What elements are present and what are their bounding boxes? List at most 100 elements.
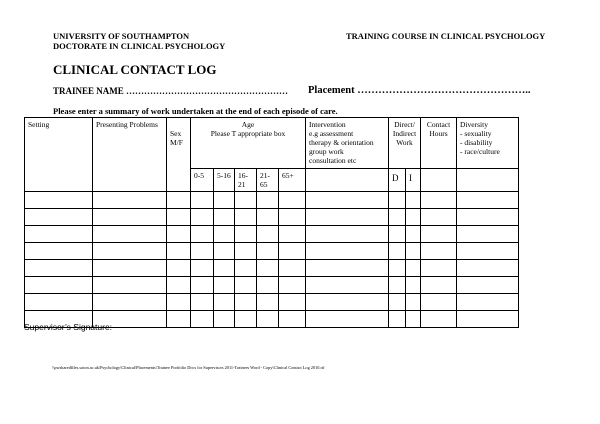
log-entry-cell[interactable] <box>213 242 235 260</box>
log-entry-cell[interactable] <box>305 259 390 277</box>
log-entry-cell[interactable] <box>92 208 167 226</box>
log-entry-cell[interactable] <box>190 293 214 311</box>
log-entry-cell[interactable] <box>277 276 307 294</box>
log-entry-cell[interactable] <box>166 259 191 277</box>
log-entry-cell[interactable] <box>24 208 93 226</box>
log-entry-cell[interactable] <box>92 191 167 209</box>
log-entry-cell[interactable] <box>456 276 520 294</box>
log-entry-cell[interactable] <box>234 276 257 294</box>
log-entry-cell[interactable] <box>420 191 458 209</box>
log-entry-cell[interactable] <box>405 242 422 260</box>
log-entry-cell[interactable] <box>213 208 235 226</box>
log-entry-cell[interactable] <box>190 208 214 226</box>
log-entry-cell[interactable] <box>213 259 235 277</box>
log-entry-cell[interactable] <box>92 259 167 277</box>
log-entry-cell[interactable] <box>388 293 407 311</box>
log-entry-cell[interactable] <box>277 242 307 260</box>
log-entry-cell[interactable] <box>305 191 390 209</box>
log-entry-cell[interactable] <box>420 208 458 226</box>
log-entry-cell[interactable] <box>92 242 167 260</box>
log-entry-cell[interactable] <box>256 208 279 226</box>
log-entry-cell[interactable] <box>277 225 307 243</box>
log-entry-cell[interactable] <box>24 259 93 277</box>
log-entry-cell[interactable] <box>405 191 422 209</box>
log-entry-cell[interactable] <box>405 276 422 294</box>
log-entry-cell[interactable] <box>24 242 93 260</box>
log-entry-cell[interactable] <box>190 242 214 260</box>
log-entry-cell[interactable] <box>305 293 390 311</box>
log-entry-cell[interactable] <box>166 191 191 209</box>
log-entry-cell[interactable] <box>277 191 307 209</box>
log-entry-cell[interactable] <box>256 259 279 277</box>
log-entry-cell[interactable] <box>190 276 214 294</box>
log-entry-cell[interactable] <box>213 310 235 328</box>
log-entry-cell[interactable] <box>405 310 422 328</box>
log-entry-cell[interactable] <box>213 225 235 243</box>
log-entry-cell[interactable] <box>277 293 307 311</box>
log-entry-cell[interactable] <box>234 259 257 277</box>
log-entry-cell[interactable] <box>234 293 257 311</box>
log-entry-cell[interactable] <box>213 191 235 209</box>
log-entry-cell[interactable] <box>256 191 279 209</box>
log-entry-cell[interactable] <box>405 293 422 311</box>
placement-field[interactable]: Placement ………………………………………….. <box>308 85 531 96</box>
log-entry-cell[interactable] <box>256 276 279 294</box>
log-entry-cell[interactable] <box>24 191 93 209</box>
log-entry-cell[interactable] <box>277 310 307 328</box>
trainee-name-field[interactable]: TRAINEE NAME ……………………………………………… <box>53 86 289 96</box>
log-entry-cell[interactable] <box>388 259 407 277</box>
log-entry-cell[interactable] <box>305 276 390 294</box>
log-entry-cell[interactable] <box>256 225 279 243</box>
log-entry-cell[interactable] <box>456 293 520 311</box>
log-entry-cell[interactable] <box>256 293 279 311</box>
log-entry-cell[interactable] <box>456 191 520 209</box>
log-entry-cell[interactable] <box>456 225 520 243</box>
log-entry-cell[interactable] <box>456 259 520 277</box>
log-entry-cell[interactable] <box>420 276 458 294</box>
log-entry-cell[interactable] <box>256 310 279 328</box>
log-entry-cell[interactable] <box>456 208 520 226</box>
log-entry-cell[interactable] <box>234 225 257 243</box>
log-entry-cell[interactable] <box>388 208 407 226</box>
log-entry-cell[interactable] <box>166 310 191 328</box>
log-entry-cell[interactable] <box>456 310 520 328</box>
log-entry-cell[interactable] <box>190 191 214 209</box>
log-entry-cell[interactable] <box>305 225 390 243</box>
log-entry-cell[interactable] <box>92 293 167 311</box>
log-entry-cell[interactable] <box>388 276 407 294</box>
log-entry-cell[interactable] <box>420 225 458 243</box>
log-entry-cell[interactable] <box>190 225 214 243</box>
log-entry-cell[interactable] <box>24 276 93 294</box>
log-entry-cell[interactable] <box>234 310 257 328</box>
log-entry-cell[interactable] <box>388 225 407 243</box>
log-entry-cell[interactable] <box>24 293 93 311</box>
log-entry-cell[interactable] <box>234 208 257 226</box>
log-entry-cell[interactable] <box>256 242 279 260</box>
log-entry-cell[interactable] <box>92 276 167 294</box>
log-entry-cell[interactable] <box>420 259 458 277</box>
log-entry-cell[interactable] <box>234 191 257 209</box>
log-entry-cell[interactable] <box>24 225 93 243</box>
log-entry-cell[interactable] <box>166 276 191 294</box>
log-entry-cell[interactable] <box>420 310 458 328</box>
log-entry-cell[interactable] <box>213 276 235 294</box>
log-entry-cell[interactable] <box>277 259 307 277</box>
log-entry-cell[interactable] <box>277 208 307 226</box>
log-entry-cell[interactable] <box>166 293 191 311</box>
log-entry-cell[interactable] <box>305 242 390 260</box>
log-entry-cell[interactable] <box>388 242 407 260</box>
log-entry-cell[interactable] <box>166 242 191 260</box>
log-entry-cell[interactable] <box>405 208 422 226</box>
log-entry-cell[interactable] <box>388 191 407 209</box>
log-entry-cell[interactable] <box>405 225 422 243</box>
log-entry-cell[interactable] <box>190 310 214 328</box>
log-entry-cell[interactable] <box>92 225 167 243</box>
log-entry-cell[interactable] <box>234 242 257 260</box>
log-entry-cell[interactable] <box>456 242 520 260</box>
log-entry-cell[interactable] <box>305 208 390 226</box>
log-entry-cell[interactable] <box>420 293 458 311</box>
log-entry-cell[interactable] <box>166 225 191 243</box>
log-entry-cell[interactable] <box>420 242 458 260</box>
log-entry-cell[interactable] <box>190 259 214 277</box>
log-entry-cell[interactable] <box>166 208 191 226</box>
